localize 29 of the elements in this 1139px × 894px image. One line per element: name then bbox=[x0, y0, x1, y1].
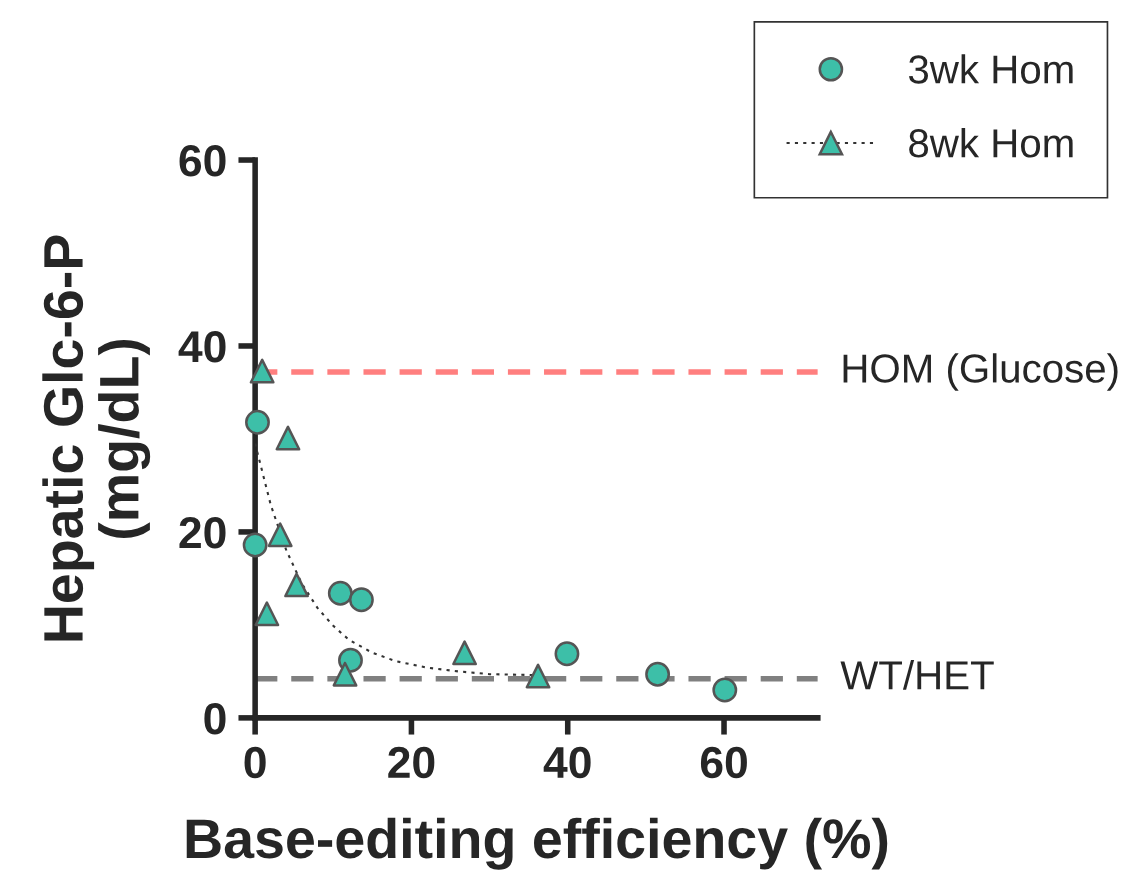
point bbox=[332, 661, 358, 687]
point bbox=[554, 641, 580, 667]
x-tick-label: 40 bbox=[543, 746, 591, 779]
x-tick-label: 0 bbox=[244, 746, 266, 779]
ref-line-label: HOM (Glucose) bbox=[843, 353, 1118, 391]
point bbox=[645, 661, 671, 687]
point bbox=[327, 580, 353, 606]
point bbox=[348, 587, 374, 613]
legend-label: 8wk Hom bbox=[909, 127, 1073, 158]
legend-label: 3wk Hom bbox=[908, 54, 1073, 84]
point bbox=[267, 522, 293, 548]
point bbox=[254, 601, 280, 627]
y-tick-label: 40 bbox=[178, 331, 226, 363]
y-axis-title: Hepatic Glc-6-P (mg/dL) bbox=[42, 235, 151, 641]
point bbox=[525, 663, 551, 689]
point bbox=[245, 409, 270, 435]
point bbox=[242, 532, 268, 558]
y-tick-label: 60 bbox=[179, 145, 226, 177]
x-tick-label: 20 bbox=[388, 746, 435, 779]
point bbox=[284, 572, 309, 598]
x-tick-label: 60 bbox=[700, 746, 747, 779]
point bbox=[249, 358, 275, 384]
point bbox=[712, 677, 738, 703]
x-axis-title: Base-editing efficiency (%) bbox=[186, 817, 888, 870]
y-tick-label: 20 bbox=[179, 517, 226, 549]
y-tick-label: 0 bbox=[204, 702, 226, 735]
point bbox=[275, 425, 301, 451]
ref-line-label: WT/HET bbox=[840, 660, 994, 690]
point bbox=[452, 640, 478, 666]
